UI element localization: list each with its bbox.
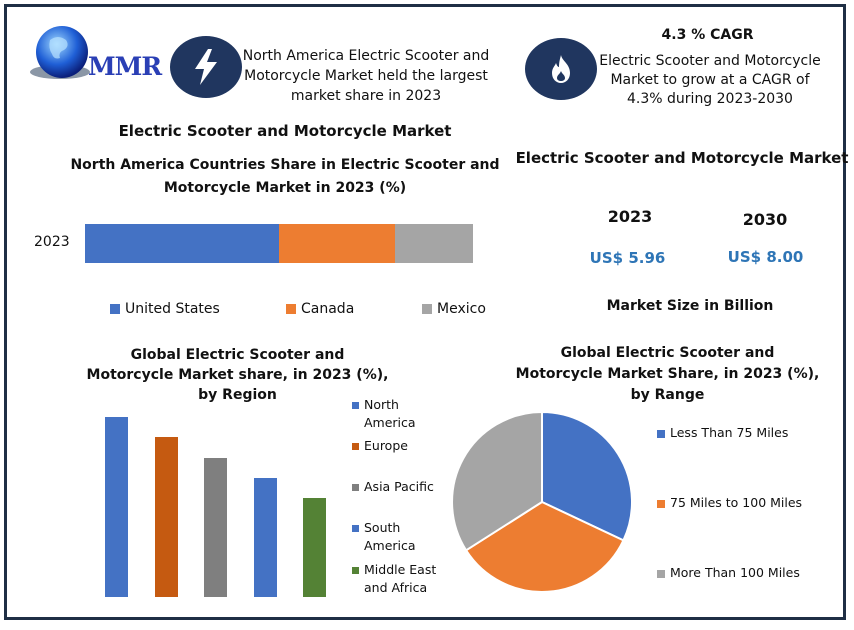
slice-75-to-100 (464, 500, 625, 593)
year-2023: 2023 (607, 207, 653, 226)
globe-icon (30, 26, 90, 79)
slice-more-than-100 (451, 410, 543, 552)
bar-asia-pacific (204, 458, 227, 597)
bar-north-america (105, 417, 128, 597)
legend-item-united-states: United States (110, 301, 220, 317)
cagr-title: 4.3 % CAGR (661, 27, 754, 43)
value-2023: US$ 5.96 (589, 249, 666, 267)
highlight-text: North America Electric Scooter and Motor… (242, 48, 490, 104)
value-2030: US$ 8.00 (727, 248, 804, 266)
stacked-category-label: 2023 (34, 234, 70, 250)
legend-item-less-than-75: Less Than 75 Miles (657, 425, 788, 440)
market-size-caption: Market Size in Billion (606, 298, 774, 314)
lightning-badge (170, 36, 242, 98)
lightning-icon (195, 49, 217, 85)
cagr-text: Electric Scooter and Motorcycle Market t… (599, 53, 821, 107)
legend-item-asia-pacific: Asia Pacific (352, 478, 452, 496)
segment-mexico (395, 224, 473, 263)
legend-item-north-america: North America (352, 396, 424, 432)
region-bar-plot (100, 400, 340, 597)
legend-item-mexico: Mexico (422, 301, 486, 317)
range-pie-chart (451, 410, 634, 593)
segment-canada (279, 224, 396, 263)
stacked-chart-title: North America Countries Share in Electri… (70, 157, 500, 196)
stacked-bar (85, 224, 473, 263)
legend-item-more-than-100: More Than 100 Miles (657, 565, 800, 580)
logo-text: MMR (88, 52, 162, 81)
legend-item-south-america: South America (352, 519, 424, 555)
logo: MMR (28, 22, 163, 92)
legend-item-middle-east-africa: Middle East and Africa (352, 561, 444, 597)
bar-europe (155, 437, 178, 597)
bar-south-america (254, 478, 277, 597)
legend-item-75-to-100: 75 Miles to 100 Miles (657, 495, 802, 510)
flame-badge (525, 38, 597, 100)
bar-middle-east-africa (303, 498, 326, 597)
pie-chart-title: Global Electric Scooter and Motorcycle M… (515, 345, 820, 403)
year-2030: 2030 (742, 210, 788, 229)
left-section-title: Electric Scooter and Motorcycle Market (118, 122, 452, 140)
slice-less-than-75 (541, 410, 634, 542)
legend-item-europe: Europe (352, 437, 408, 455)
legend-item-canada: Canada (286, 301, 354, 317)
infographic-frame (4, 4, 846, 620)
segment-united-states (85, 224, 279, 263)
right-section-title: Electric Scooter and Motorcycle Market (515, 149, 849, 167)
flame-icon (552, 55, 570, 83)
region-chart-title: Global Electric Scooter and Motorcycle M… (86, 347, 389, 403)
